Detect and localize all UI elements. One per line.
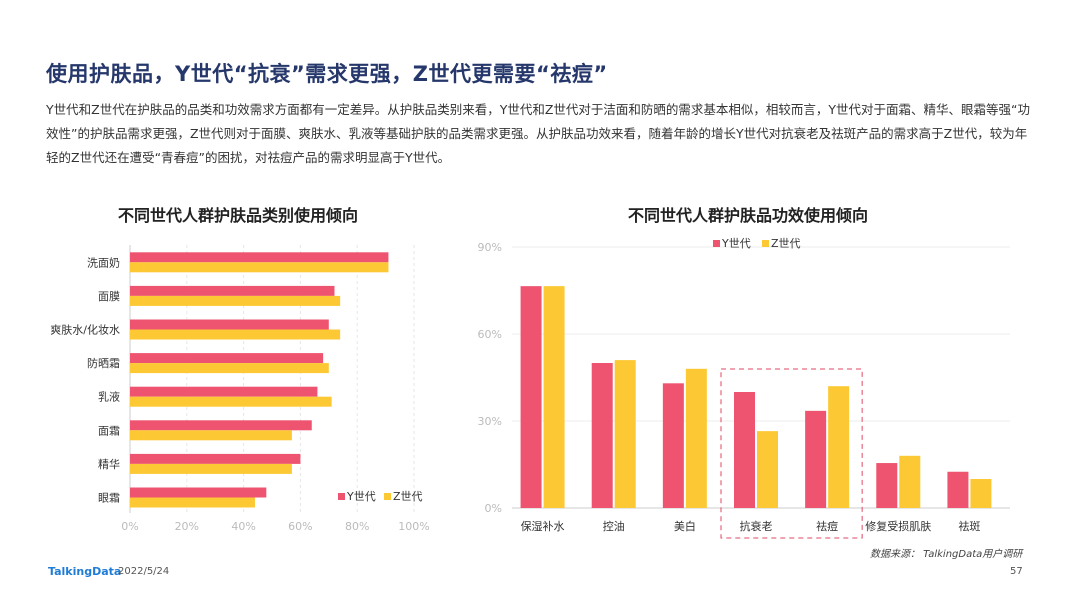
data-source: 数据来源： TalkingData用户调研 [870,549,1023,560]
left-bar-z [130,329,341,340]
right-bar-z [614,360,636,508]
right-bar-y [876,463,898,508]
left-bar-y [130,386,318,397]
right-bar-z [685,368,707,508]
footer-date: 2022/5/24 [118,566,170,577]
page-description: Y世代和Z世代在护肤品的品类和功效需求方面都有一定差异。从护肤品类别来看，Y世代… [46,102,1031,165]
left-category-label: 乳液 [98,390,120,404]
left-bar-z [130,497,255,508]
right-bar-y [734,392,755,508]
left-x-tick-label: 80% [345,520,369,533]
right-bar-z [970,479,992,508]
left-legend-swatch [338,493,345,500]
left-bar-y [130,285,335,296]
left-legend-label: Y世代 [346,490,376,503]
left-bar-z [130,363,329,374]
right-category-label: 控油 [603,519,625,533]
right-bar-y [520,286,542,508]
page-title: 使用护肤品，Y世代“抗衰”需求更强，Z世代更需要“祛痘” [46,62,608,86]
right-category-label: 祛斑 [958,519,980,533]
right-category-label: 修复受损肌肤 [865,519,931,533]
left-bar-y [130,453,301,464]
right-legend-swatch [762,240,769,247]
left-category-label: 眼霜 [98,492,120,505]
left-bar-z [130,396,332,407]
left-category-label: 精华 [98,457,120,471]
left-category-label: 爽肤水/化妆水 [50,323,120,337]
right-bar-y [947,471,969,508]
left-bar-y [130,353,324,364]
left-legend-swatch [384,493,391,500]
left-bar-y [130,487,267,498]
right-category-label: 美白 [674,519,696,533]
right-bar-z [828,386,850,508]
page-number: 57 [1010,566,1023,577]
left-bar-z [130,463,292,474]
right-bar-z [757,431,778,508]
left-chart-title: 不同世代人群护肤品类别使用倾向 [118,206,359,225]
right-category-label: 抗衰老 [740,519,773,533]
right-chart-title: 不同世代人群护肤品功效使用倾向 [628,206,869,225]
left-category-label: 面膜 [98,290,120,303]
right-y-tick-label: 0% [485,502,502,515]
left-bar-y [130,420,312,431]
highlight-box [720,368,863,539]
right-bar-y [591,363,613,508]
left-category-label: 面霜 [98,424,120,437]
right-category-label: 祛痘 [816,519,838,533]
left-bar-y [130,252,389,263]
left-x-tick-label: 20% [175,520,199,533]
left-bar-z [130,262,389,273]
left-x-tick-label: 100% [398,520,429,533]
right-bar-y [805,410,827,508]
left-bar-z [130,430,292,441]
right-y-tick-label: 30% [478,415,502,428]
left-category-label: 防晒霜 [87,356,120,370]
right-bar-y [662,383,684,508]
left-x-tick-label: 0% [121,520,138,533]
right-category-label: 保湿补水 [521,519,565,533]
left-bar-z [130,295,341,306]
right-bar-z [899,455,921,508]
right-legend-label: Z世代 [771,237,801,250]
right-y-tick-label: 60% [478,328,502,341]
left-bar-y [130,319,329,330]
right-bar-z [543,286,565,508]
right-legend-label: Y世代 [721,237,751,250]
talkingdata-logo: TalkingData [48,565,122,578]
right-legend-swatch [713,240,720,247]
right-y-tick-label: 90% [478,241,502,254]
left-x-tick-label: 40% [231,520,255,533]
left-category-label: 洗面奶 [87,255,120,269]
left-x-tick-label: 60% [288,520,312,533]
left-legend-label: Z世代 [393,490,423,503]
